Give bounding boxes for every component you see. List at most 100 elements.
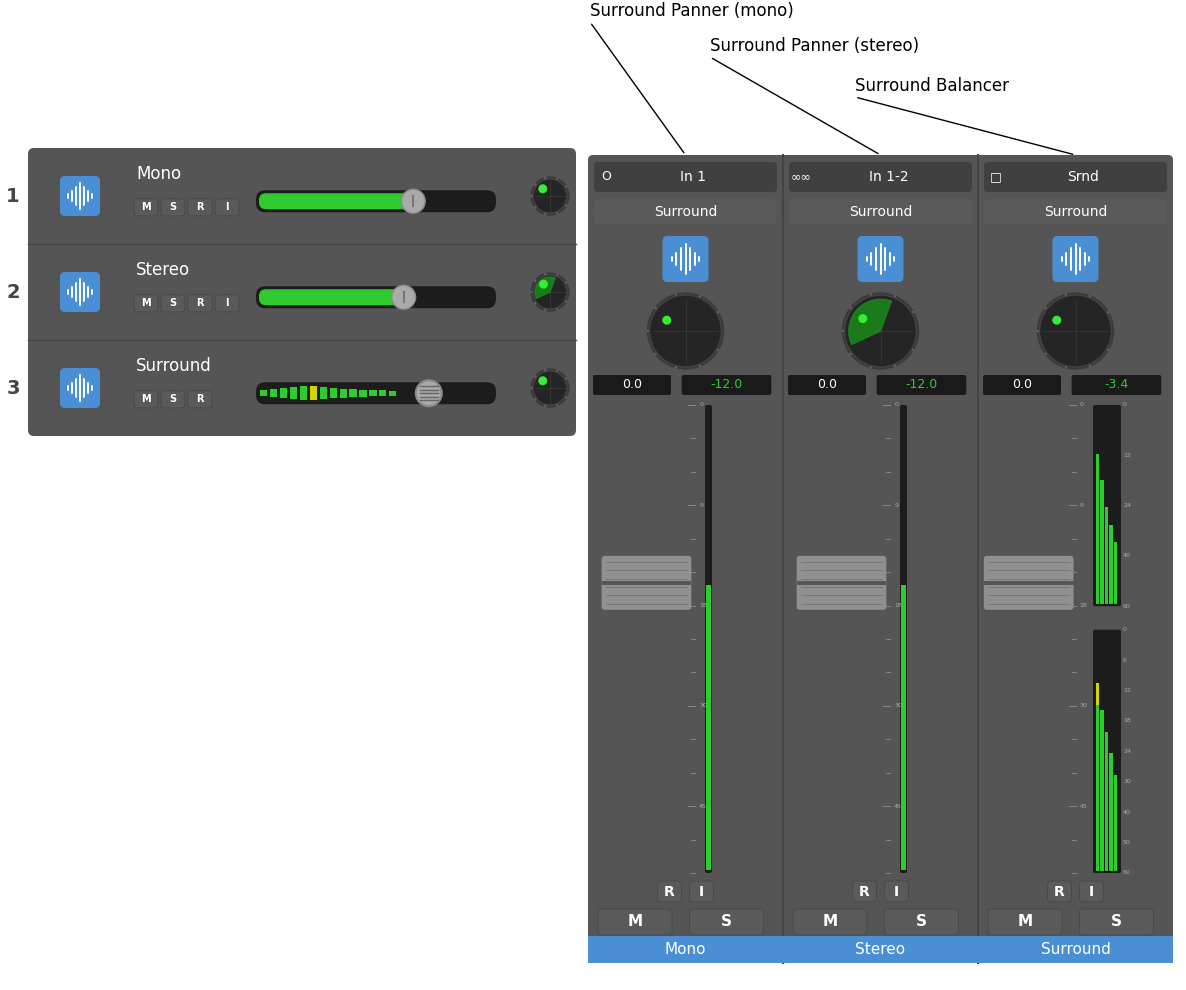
Circle shape [544, 273, 547, 275]
FancyBboxPatch shape [594, 199, 777, 224]
Circle shape [565, 396, 567, 398]
Text: R: R [196, 394, 204, 404]
Circle shape [1045, 307, 1047, 309]
Circle shape [565, 300, 567, 303]
FancyBboxPatch shape [853, 881, 876, 902]
Text: 12: 12 [1123, 452, 1131, 457]
Text: 1: 1 [6, 186, 20, 206]
Bar [260, 390, 267, 396]
Circle shape [662, 316, 671, 325]
Circle shape [1052, 316, 1061, 325]
Text: M: M [1018, 915, 1033, 930]
Circle shape [869, 294, 872, 296]
Text: I: I [225, 298, 229, 308]
Bar [1101, 711, 1104, 871]
Circle shape [1037, 292, 1115, 370]
Bar [300, 386, 307, 400]
Circle shape [538, 280, 548, 289]
Bar [901, 585, 906, 870]
FancyBboxPatch shape [161, 199, 185, 216]
FancyBboxPatch shape [984, 555, 1073, 610]
Bar [588, 936, 783, 963]
Circle shape [556, 212, 559, 214]
Bar [1096, 453, 1099, 604]
Circle shape [544, 405, 547, 407]
Bar [339, 389, 346, 398]
Bar [783, 936, 978, 963]
Circle shape [565, 185, 567, 188]
Text: 45: 45 [894, 804, 903, 809]
Circle shape [530, 176, 570, 216]
FancyBboxPatch shape [876, 375, 967, 395]
FancyBboxPatch shape [663, 236, 708, 282]
FancyBboxPatch shape [788, 375, 866, 395]
Bar [1109, 753, 1112, 871]
Bar [1114, 543, 1117, 604]
Circle shape [530, 195, 533, 197]
Circle shape [1039, 295, 1111, 367]
FancyBboxPatch shape [1072, 375, 1161, 395]
Text: 40: 40 [1123, 810, 1131, 815]
FancyBboxPatch shape [256, 382, 496, 404]
Circle shape [1065, 366, 1067, 368]
FancyBboxPatch shape [704, 405, 712, 873]
Circle shape [538, 376, 547, 385]
Circle shape [842, 330, 844, 333]
Circle shape [844, 295, 917, 367]
FancyBboxPatch shape [1079, 909, 1154, 935]
Text: 60: 60 [1123, 604, 1130, 609]
Text: 12: 12 [1123, 688, 1131, 693]
FancyBboxPatch shape [1052, 236, 1098, 282]
Text: -3.4: -3.4 [1104, 378, 1129, 391]
Circle shape [556, 404, 559, 406]
Circle shape [533, 275, 567, 309]
Text: 30: 30 [700, 703, 707, 709]
Bar [1105, 507, 1108, 604]
Bar [270, 389, 278, 397]
Circle shape [655, 352, 657, 355]
Text: M: M [141, 202, 151, 213]
Text: 0: 0 [1123, 627, 1127, 633]
Text: S: S [916, 915, 927, 930]
FancyBboxPatch shape [189, 391, 212, 408]
Circle shape [565, 204, 567, 207]
FancyBboxPatch shape [259, 289, 404, 305]
Text: 40: 40 [1123, 553, 1131, 558]
Text: In 1: In 1 [681, 170, 707, 184]
Circle shape [699, 295, 701, 298]
Circle shape [650, 295, 721, 367]
Text: 0: 0 [1079, 403, 1083, 408]
Circle shape [530, 368, 570, 408]
Circle shape [556, 178, 559, 180]
Text: 30: 30 [894, 703, 903, 709]
FancyBboxPatch shape [789, 199, 973, 224]
FancyBboxPatch shape [161, 295, 185, 312]
Text: S: S [721, 915, 732, 930]
Circle shape [556, 369, 559, 372]
Text: 3: 3 [6, 378, 20, 398]
FancyBboxPatch shape [189, 295, 212, 312]
Text: □: □ [990, 170, 1002, 183]
FancyBboxPatch shape [984, 162, 1167, 192]
Text: S: S [170, 202, 177, 213]
Text: Stereo: Stereo [136, 261, 190, 279]
FancyBboxPatch shape [215, 199, 240, 216]
Circle shape [534, 302, 536, 305]
FancyBboxPatch shape [689, 909, 764, 935]
FancyBboxPatch shape [689, 881, 714, 902]
FancyBboxPatch shape [60, 176, 100, 216]
FancyBboxPatch shape [259, 193, 414, 209]
Circle shape [893, 295, 897, 298]
FancyBboxPatch shape [885, 909, 958, 935]
Text: 0.0: 0.0 [817, 378, 837, 391]
Polygon shape [849, 299, 892, 345]
Text: S: S [170, 298, 177, 308]
FancyBboxPatch shape [60, 272, 100, 312]
Circle shape [675, 294, 677, 296]
Circle shape [530, 387, 533, 389]
Circle shape [416, 380, 442, 406]
FancyBboxPatch shape [594, 162, 777, 192]
Bar [1101, 480, 1104, 604]
Text: 2: 2 [6, 282, 20, 302]
Bar [350, 389, 357, 397]
